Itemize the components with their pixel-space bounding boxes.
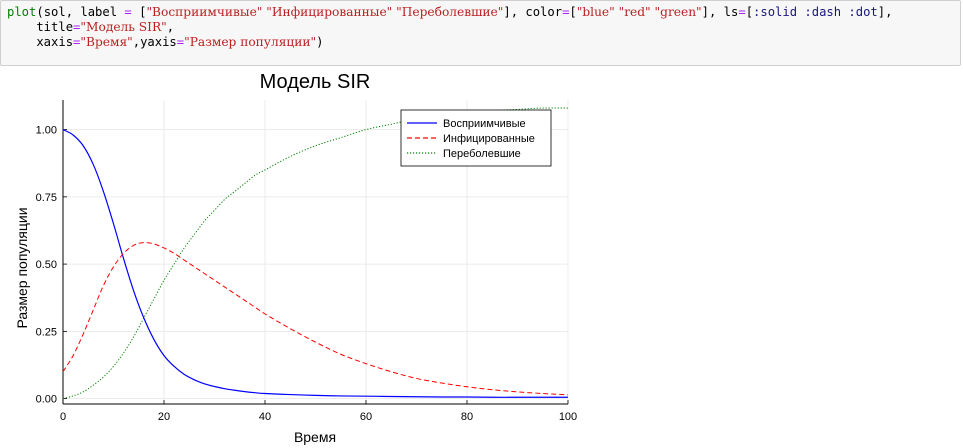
code-token: = <box>176 35 185 49</box>
code-token: plot <box>7 5 37 19</box>
y-tick-label: 0.75 <box>36 192 57 204</box>
code-token: [ <box>745 5 754 19</box>
legend: Восприимчивые Инфицированные Переболевшие <box>400 109 552 167</box>
code-cell[interactable]: plot(sol, label = ["Восприимчивые" "Инфи… <box>0 0 961 66</box>
x-tick-label: 60 <box>360 411 372 423</box>
code-token: = <box>124 5 132 19</box>
code-line: title="Модель SIR", <box>7 20 892 35</box>
code-token: "Размер популяции" <box>184 35 317 49</box>
code-token: xaxis <box>7 35 74 49</box>
series-line-2 <box>62 242 569 396</box>
code-line: xaxis="Время",yaxis="Размер популяции") <box>7 35 892 50</box>
x-tick-labels: 0 20 40 60 80 100 <box>60 411 577 423</box>
code-line: plot(sol, label = ["Восприимчивые" "Инфи… <box>7 5 892 20</box>
code-token: ], <box>877 5 893 19</box>
code-token: ], color <box>503 5 563 19</box>
code-token: (sol, label <box>36 5 125 19</box>
code-token: ,yaxis <box>132 35 177 49</box>
series-line-1 <box>62 129 568 398</box>
x-tick-label: 20 <box>158 411 170 423</box>
code-token: = <box>738 5 746 19</box>
y-axis-label: Размер популяции <box>14 207 30 328</box>
code-token: title <box>7 20 74 34</box>
y-tick-label: 0.00 <box>36 394 57 406</box>
code-token: "Восприимчивые" "Инфицированные" "Перебо… <box>146 5 504 19</box>
legend-label: Инфицированные <box>443 133 535 145</box>
code-token: = <box>73 20 81 34</box>
x-tick-label: 80 <box>461 411 473 423</box>
x-tick-label: 0 <box>60 411 66 423</box>
y-tick-labels: 0.00 0.25 0.50 0.75 1.00 <box>36 125 57 406</box>
x-axis-label: Время <box>294 429 336 445</box>
code-token: "Модель SIR" <box>80 20 167 34</box>
sir-line-chart: Модель SIR 0 20 40 60 80 100 0.00 0.25 0.50 0.75… <box>14 71 577 445</box>
code-token: "blue" "red" "green" <box>576 5 702 19</box>
chart-title: Модель SIR <box>260 71 371 93</box>
series-line-3 <box>62 107 569 400</box>
code-input[interactable]: plot(sol, label = ["Восприимчивые" "Инфи… <box>7 5 892 50</box>
code-token: = <box>562 5 570 19</box>
axes <box>62 100 569 405</box>
x-tick-label: 100 <box>559 411 577 423</box>
y-tick-label: 0.25 <box>36 326 57 338</box>
legend-label: Переболевшие <box>443 148 521 160</box>
code-token: ) <box>316 35 324 49</box>
y-tick-label: 1.00 <box>36 125 57 137</box>
series-lines <box>62 107 569 400</box>
code-token: "Время" <box>80 35 133 49</box>
x-tick-label: 40 <box>259 411 271 423</box>
code-token: ], ls <box>701 5 739 19</box>
code-token: , <box>166 20 175 34</box>
legend-label: Восприимчивые <box>443 118 526 130</box>
code-token: = <box>73 35 81 49</box>
y-tick-label: 0.50 <box>36 259 57 271</box>
code-token: :solid :dash :dot <box>753 5 878 19</box>
code-token: [ <box>131 5 147 19</box>
code-token: [ <box>569 5 577 19</box>
